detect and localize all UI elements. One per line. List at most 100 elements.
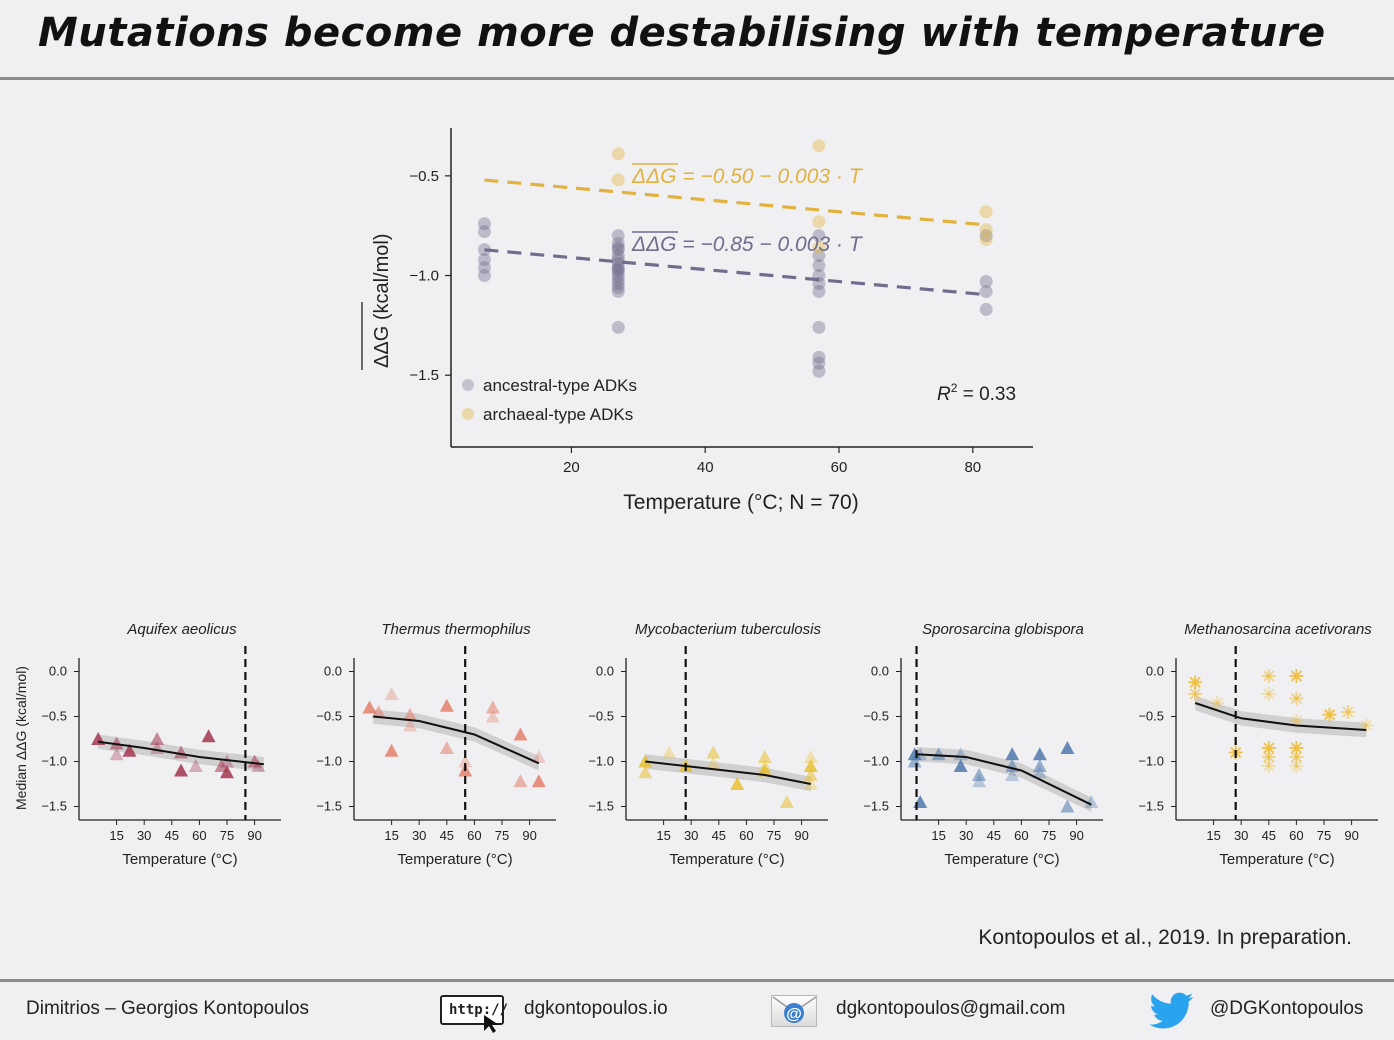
panel-x-tick-label: 75 [220,828,234,843]
panel-data-point [1341,705,1355,719]
species-panel-title: Aquifex aeolicus [126,621,237,638]
species-panel: Mycobacterium tuberculosis0.0−0.5−1.0−1.… [588,621,828,868]
main-chart: −0.5−1.0−1.520 40 60 80 ΔΔG = −0.50 − 0.003… [0,80,1394,680]
panel-y-tick-label: −0.5 [316,709,342,724]
panel-x-tick-label: 45 [165,828,179,843]
panel-x-tick-label: 45 [1262,828,1276,843]
data-point-ancestral [612,263,625,276]
main-xlabel: Temperature (°C; N = 70) [623,491,858,514]
data-point-ancestral [812,321,825,334]
footer-website[interactable]: dgkontopoulos.io [524,998,668,1020]
panel-x-tick-label: 60 [467,828,481,843]
species-panel: Thermus thermophilus 0.0 −0.5 −1.0 −1.5 15 30 4… [316,621,556,868]
panel-y-tick-label: −0.5 [1138,709,1164,724]
cursor-arrow-icon [482,1013,502,1035]
panel-x-tick-label: 45 [712,828,726,843]
panel-x-tick-label: 75 [495,828,509,843]
panel-y-tick-label: −1.5 [316,799,342,814]
panel-data-point [662,746,676,759]
species-panel-title: Mycobacterium tuberculosis [635,621,821,638]
data-point-ancestral [812,365,825,378]
panel-x-tick-label: 45 [987,828,1001,843]
main-x-tick-label: 20 [563,459,580,476]
small-ylabel: Median ΔΔG (kcal/mol) [13,666,29,810]
panel-y-tick-label: −1.5 [863,799,889,814]
panel-y-tick-label: −1.0 [863,754,889,769]
main-x-tick-label: 40 [697,459,714,476]
panel-x-tick-label: 90 [1344,828,1358,843]
panel-y-tick-label: 0.0 [324,664,342,679]
data-point-archaeal [612,173,625,186]
panel-data-point [363,701,377,714]
panel-x-tick-label: 90 [1069,828,1083,843]
main-ylabel: ΔΔG (kcal/mol) [371,233,393,368]
data-point-ancestral [612,321,625,334]
panel-x-tick-label: 15 [656,828,670,843]
panel-data-point [1188,687,1202,701]
panel-y-tick-label: −1.5 [1138,799,1164,814]
panel-y-tick-label: −1.0 [588,754,614,769]
panel-x-tick-label: 15 [1206,828,1220,843]
panel-y-tick-label: −0.5 [41,709,67,724]
panel-x-tick-label: 15 [931,828,945,843]
panel-x-tick-label: 30 [684,828,698,843]
panel-y-tick-label: 0.0 [596,664,614,679]
data-point-archaeal [980,233,993,246]
panel-data-point [1289,669,1303,683]
data-point-ancestral [478,225,491,238]
species-panel-title: Methanosarcina acetivorans [1184,621,1372,638]
panel-data-point [1033,747,1047,760]
footer-twitter[interactable]: @DGKontopoulos [1210,998,1363,1020]
panel-y-tick-label: 0.0 [871,664,889,679]
panel-data-point [1323,708,1337,722]
equation-ancestral: ΔΔG = −0.85 − 0.003 · T [631,233,864,256]
panel-x-tick-label: 30 [412,828,426,843]
panel-data-point [440,699,454,712]
legend-archaeal-marker [462,408,474,420]
species-panel-title: Thermus thermophilus [381,621,531,638]
panel-data-point [1060,741,1074,754]
legend-ancestral-label: ancestral-type ADKs [483,376,637,395]
citation: Kontopoulos et al., 2019. In preparation… [978,926,1352,950]
data-point-archaeal [980,205,993,218]
panel-data-point [1005,747,1019,760]
panel-data-point [1289,759,1303,773]
species-panel: Sporosarcina globispora 0.0 −0.5 −1.0 −1.5 15… [863,621,1103,868]
footer-email[interactable]: dgkontopoulos@gmail.com [836,998,1065,1020]
r-squared-label: R2 = 0.33 [937,381,1016,405]
panel-x-tick-label: 45 [440,828,454,843]
panel-x-tick-label: 60 [192,828,206,843]
panel-y-tick-label: −0.5 [588,709,614,724]
svg-text:@: @ [786,1006,802,1023]
equation-archaeal: ΔΔG = −0.50 − 0.003 · T [631,165,864,188]
data-point-ancestral [612,241,625,254]
data-point-archaeal [612,147,625,160]
main-y-tick-label: −1.5 [409,367,439,384]
panel-x-tick-label: 15 [109,828,123,843]
panel-y-tick-label: −1.0 [41,754,67,769]
panel-x-tick-label: 90 [247,828,261,843]
species-panels: Median ΔΔG (kcal/mol) Aquifex aeolicus 0.… [0,600,1394,900]
main-y-tick-label: −1.0 [409,268,439,285]
panel-x-tick-label: 75 [1317,828,1331,843]
panel-y-tick-label: −1.0 [316,754,342,769]
panel-data-point [385,687,399,700]
panel-y-tick-label: −0.5 [863,709,889,724]
panel-data-point [1262,759,1276,773]
panel-x-tick-label: 90 [522,828,536,843]
slide-title: Mutations become more destabilising with… [38,10,1326,56]
species-panel: Methanosarcina acetivorans0.0−0.5−1.0−1.… [1138,621,1378,868]
panel-data-point [780,795,794,808]
main-x-tick-label: 60 [831,459,848,476]
panel-y-tick-label: −1.5 [41,799,67,814]
data-point-ancestral [980,303,993,316]
species-panel-title: Sporosarcina globispora [922,621,1084,638]
panel-x-label: Temperature (°C) [122,851,237,868]
panel-x-tick-label: 15 [384,828,398,843]
panel-x-tick-label: 60 [1289,828,1303,843]
panel-data-point [174,764,188,777]
legend-ancestral-marker [462,379,474,391]
main-x-tick-label: 80 [964,459,981,476]
panel-x-label: Temperature (°C) [1219,851,1334,868]
legend-archaeal-label: archaeal-type ADKs [483,405,633,424]
